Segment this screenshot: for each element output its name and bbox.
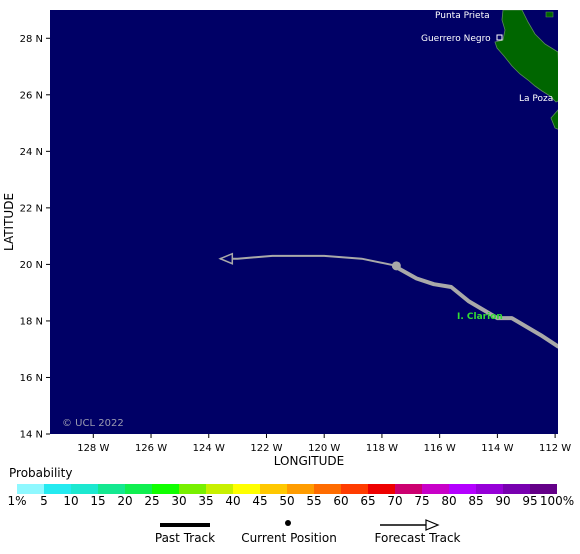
lon-tick-label: 114 W — [481, 443, 513, 454]
lon-tick-label: 112 W — [539, 443, 571, 454]
colorbar-segment — [179, 484, 206, 494]
colorbar-segment — [476, 484, 503, 494]
lat-tick-label: 22 N — [20, 203, 43, 214]
current-position-key-dot — [285, 520, 291, 526]
lon-tick-label: 120 W — [308, 443, 340, 454]
copyright-text: © UCL 2022 — [62, 418, 124, 429]
colorbar-segment — [530, 484, 557, 494]
latitude-ticks: 14 N 16 N 18 N 20 N 22 N 24 N 26 N 28 N — [20, 34, 50, 441]
lon-tick-label: 122 W — [250, 443, 282, 454]
colorbar-segment — [71, 484, 98, 494]
colorbar-label: 10 — [63, 494, 79, 508]
colorbar-segment — [44, 484, 71, 494]
lat-tick-label: 24 N — [20, 147, 43, 158]
forecast-track-label: Forecast Track — [374, 531, 461, 545]
current-position-label: Current Position — [241, 531, 337, 545]
land-areas — [218, 10, 558, 349]
colorbar-segment — [314, 484, 341, 494]
y-axis-title: LATITUDE — [2, 193, 16, 251]
colorbar-segment — [98, 484, 125, 494]
ocean-area — [50, 10, 558, 434]
x-axis-title: LONGITUDE — [274, 454, 344, 468]
guerrero-negro-marker — [496, 34, 503, 41]
past-track-key: Past Track — [130, 514, 240, 554]
colorbar-label: 55 — [306, 494, 322, 508]
baja-california-land — [494, 10, 558, 103]
colorbar-segment — [260, 484, 287, 494]
lon-tick-label: 116 W — [424, 443, 456, 454]
colorbar-label: 85 — [468, 494, 484, 508]
colorbar-segment — [449, 484, 476, 494]
colorbar-label: 95 — [522, 494, 538, 508]
lat-tick-label: 16 N — [20, 373, 43, 384]
colorbar-label: 70 — [387, 494, 403, 508]
lat-tick-label: 26 N — [20, 90, 43, 101]
colorbar-segment — [287, 484, 314, 494]
colorbar-label: 65 — [360, 494, 376, 508]
colorbar-label: 30 — [171, 494, 187, 508]
current-position-marker — [391, 261, 401, 271]
forecast-track-key-arrow — [380, 519, 440, 531]
colorbar-label: 1% — [7, 494, 27, 508]
colorbar-label: 50 — [279, 494, 295, 508]
colorbar-segment — [206, 484, 233, 494]
colorbar-segment — [152, 484, 179, 494]
colorbar-segment — [233, 484, 260, 494]
colorbar-label: 75 — [414, 494, 430, 508]
colorbar-segment — [368, 484, 395, 494]
colorbar-label: 5 — [40, 494, 48, 508]
place-punta-prieta: Punta Prieta — [435, 11, 490, 21]
current-position-key: Current Position — [233, 514, 345, 554]
lat-tick-label: 20 N — [20, 260, 43, 271]
colorbar-label: 20 — [117, 494, 133, 508]
lat-tick-label: 14 N — [20, 430, 43, 441]
place-la-poza: La Poza — [519, 94, 553, 104]
probability-colorbar — [17, 484, 557, 494]
probability-title: Probability — [9, 466, 73, 480]
forecast-arrowhead — [218, 252, 234, 265]
probability-labels: 1% 5 10 15 20 25 30 35 40 45 50 55 60 65 70 75 80 85 90 95 1… — [0, 494, 580, 510]
lat-tick-label: 28 N — [20, 34, 43, 45]
lon-tick-label: 118 W — [366, 443, 398, 454]
past-track-key-line — [160, 523, 210, 527]
colorbar-segment — [503, 484, 530, 494]
place-guerrero-negro: Guerrero Negro — [421, 34, 491, 44]
place-clarion-island: I. Clarion — [457, 312, 503, 322]
colorbar-segment — [422, 484, 449, 494]
colorbar-segment — [17, 484, 44, 494]
lat-tick-label: 18 N — [20, 316, 43, 327]
forecast-track-line — [220, 254, 397, 267]
colorbar-label: 80 — [441, 494, 457, 508]
colorbar-label: 100% — [539, 494, 575, 508]
colorbar-segment — [395, 484, 422, 494]
lon-tick-label: 124 W — [193, 443, 225, 454]
past-track-label: Past Track — [154, 531, 216, 545]
mainland-coast — [550, 109, 558, 130]
colorbar-label: 25 — [144, 494, 160, 508]
past-track-line — [394, 265, 558, 349]
colorbar-label: 35 — [198, 494, 214, 508]
forecast-track-key: Forecast Track — [360, 514, 475, 554]
lon-tick-label: 128 W — [77, 443, 109, 454]
colorbar-label: 15 — [90, 494, 106, 508]
lon-tick-label: 126 W — [135, 443, 167, 454]
colorbar-label: 60 — [333, 494, 349, 508]
colorbar-label: 40 — [225, 494, 241, 508]
colorbar-segment — [125, 484, 152, 494]
longitude-ticks: 128 W 126 W 124 W 122 W 120 W 118 W 116 W 114 W… — [77, 434, 571, 454]
colorbar-label: 45 — [252, 494, 268, 508]
small-island — [545, 11, 554, 18]
colorbar-label: 90 — [495, 494, 511, 508]
colorbar-segment — [341, 484, 368, 494]
